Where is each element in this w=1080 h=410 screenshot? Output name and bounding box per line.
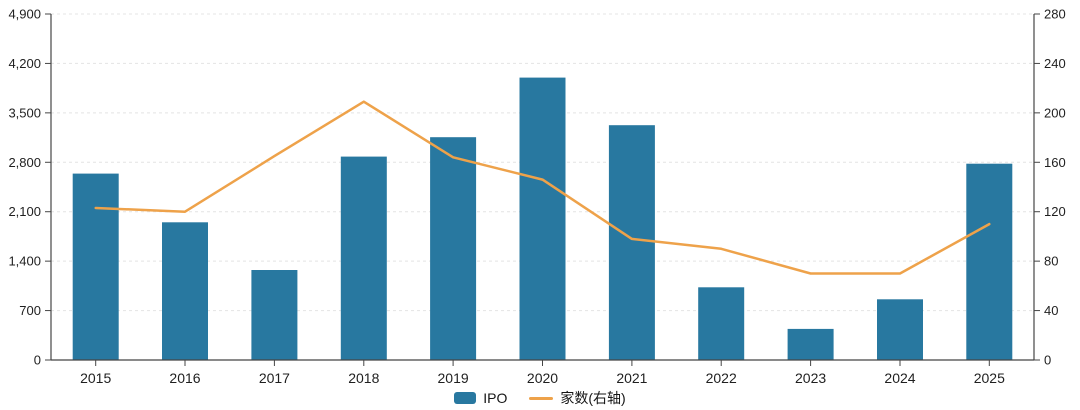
x-axis-label-2018: 2018 <box>348 370 379 386</box>
bar-2022[interactable] <box>698 287 745 360</box>
bar-2020[interactable] <box>519 77 566 360</box>
bar-series-swatch-icon <box>454 392 477 404</box>
left-axis-label: 2,100 <box>8 204 41 219</box>
bar-2018[interactable] <box>340 156 387 360</box>
x-axis-label-2022: 2022 <box>706 370 737 386</box>
legend-label-ipo: IPO <box>483 390 508 406</box>
bar-2016[interactable] <box>162 222 208 360</box>
bar-2015[interactable] <box>72 173 119 360</box>
chart-legend: IPO 家数(右轴) <box>0 389 1080 407</box>
x-axis-label-2023: 2023 <box>795 370 826 386</box>
bar-2019[interactable] <box>430 137 477 360</box>
x-axis-label-2020: 2020 <box>527 370 558 386</box>
line-series-swatch-icon <box>529 396 554 400</box>
x-axis-label-2025: 2025 <box>974 370 1005 386</box>
bar-2023[interactable] <box>787 328 834 360</box>
line-series[interactable] <box>94 100 991 275</box>
x-axis-label-2016: 2016 <box>169 370 200 386</box>
legend-item-count[interactable]: 家数(右轴) <box>529 389 626 407</box>
right-axis-label: 40 <box>1044 303 1058 318</box>
x-axis-label-2015: 2015 <box>80 370 111 386</box>
x-axis-label-2021: 2021 <box>616 370 647 386</box>
right-axis-label: 240 <box>1044 56 1066 71</box>
x-axis-label-2019: 2019 <box>438 370 469 386</box>
x-axis-label-2017: 2017 <box>259 370 290 386</box>
left-axis-label: 4,900 <box>8 7 41 22</box>
right-axis-label: 200 <box>1044 105 1066 120</box>
left-axis-label: 700 <box>19 303 41 318</box>
right-axis-label: 0 <box>1044 353 1051 368</box>
bar-2024[interactable] <box>877 299 923 360</box>
x-axis-label-2024: 2024 <box>884 370 915 386</box>
right-axis-label: 160 <box>1044 155 1066 170</box>
legend-label-count: 家数(右轴) <box>560 390 626 406</box>
bar-2017[interactable] <box>251 270 298 360</box>
left-axis-label: 3,500 <box>8 105 41 120</box>
bar-2021[interactable] <box>608 125 655 360</box>
right-axis-label: 80 <box>1044 254 1058 269</box>
left-axis-label: 2,800 <box>8 155 41 170</box>
left-axis-label: 4,200 <box>8 56 41 71</box>
right-axis-label: 120 <box>1044 204 1066 219</box>
legend-item-ipo[interactable]: IPO <box>454 389 507 407</box>
left-axis-label: 1,400 <box>8 254 41 269</box>
bar-2025[interactable] <box>966 163 1013 360</box>
right-axis-label: 280 <box>1044 7 1066 22</box>
left-axis-label: 0 <box>34 353 41 368</box>
